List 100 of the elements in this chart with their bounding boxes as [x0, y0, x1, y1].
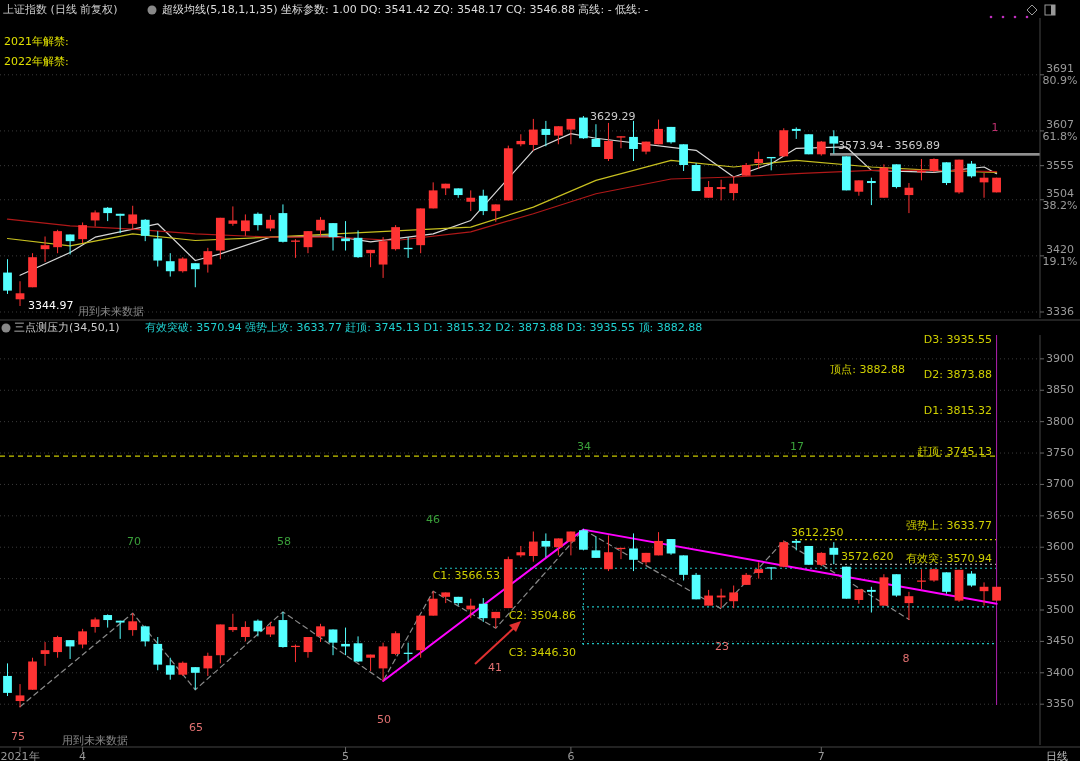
- candlestick: [579, 115, 588, 140]
- chart-title: 上证指数 (日线 前复权): [3, 3, 118, 16]
- candlestick: [316, 216, 325, 237]
- candlestick: [78, 221, 87, 244]
- line-series: [19, 132, 998, 276]
- candlestick: [153, 230, 163, 268]
- annotation: 强势上: 3633.77: [906, 519, 992, 532]
- candlestick: [716, 179, 726, 201]
- annotation: 70: [127, 535, 141, 548]
- candlestick: [40, 641, 50, 667]
- candlestick: [291, 238, 300, 259]
- y-tick-label: 3691 80.9%: [1042, 61, 1078, 87]
- candlestick: [867, 177, 876, 206]
- candlestick: [566, 118, 576, 145]
- y-tick-label: 3450: [1046, 634, 1074, 648]
- ref-line-label: 3572.620: [841, 550, 894, 564]
- candlestick: [241, 620, 250, 642]
- candlestick: [591, 536, 601, 559]
- candlestick: [378, 642, 388, 682]
- annotation: 3629.29: [590, 110, 636, 123]
- candlestick: [303, 230, 313, 254]
- candlestick: [604, 534, 613, 572]
- ref-line-label: C3: 3446.30: [508, 645, 576, 659]
- annotation: 46: [426, 513, 440, 526]
- candlestick: [391, 630, 400, 656]
- annotation: 2022年解禁:: [4, 55, 69, 68]
- candlestick: [604, 122, 613, 162]
- candlestick: [654, 119, 663, 145]
- candlestick: [867, 586, 876, 614]
- chart-subtitle: 有效突破: 3570.94 强势上攻: 3633.77 赶顶: 3745.13 D1: 3815.32 D2: 3873.88 D3: 3935.55 顶: 3882.88: [145, 321, 703, 334]
- candlestick: [629, 120, 638, 162]
- candlestick: [729, 175, 739, 201]
- annotation: 58: [277, 535, 291, 548]
- y-tick-label: 3336: [1046, 304, 1074, 318]
- x-tick-label: 5: [342, 750, 350, 761]
- candlestick: [165, 252, 175, 278]
- candlestick: [190, 262, 200, 288]
- candlestick: [203, 652, 213, 677]
- candlestick: [554, 125, 563, 145]
- x-tick-label: 7: [817, 750, 825, 761]
- line-series: [6, 159, 998, 247]
- y-tick-label: 3500: [1046, 603, 1074, 617]
- candlestick: [228, 205, 238, 227]
- annotation: 赶顶: 3745.13: [917, 445, 992, 458]
- candlestick: [3, 258, 12, 295]
- candlestick: [541, 120, 551, 147]
- y-tick-label: 3350: [1046, 697, 1074, 711]
- y-tick-label: 3750: [1046, 446, 1074, 460]
- candlestick: [591, 123, 601, 148]
- candlestick: [904, 591, 914, 621]
- x-tick-label: 6: [567, 750, 575, 761]
- candlestick: [15, 280, 25, 307]
- annotation: 34: [577, 440, 591, 453]
- candlestick: [679, 554, 688, 581]
- candlestick: [203, 247, 213, 274]
- annotation: 50: [377, 713, 391, 726]
- y-tick-label: 3607 61.8%: [1042, 117, 1078, 143]
- candlestick: [15, 683, 25, 708]
- chart-title: 三点测压力(34,50,1): [14, 321, 120, 334]
- candlestick: [679, 143, 688, 172]
- y-tick-label: 3700: [1046, 477, 1074, 491]
- candlestick: [303, 636, 313, 659]
- candlestick: [153, 636, 163, 671]
- candlestick: [128, 612, 138, 637]
- candlestick: [428, 181, 438, 209]
- candlestick: [616, 135, 626, 149]
- candlestick: [391, 224, 400, 252]
- y-tick-label: 3650: [1046, 508, 1074, 522]
- ref-line-label: 3612.250: [791, 525, 844, 539]
- annotation: 用到未来数据: [78, 305, 144, 318]
- y-tick-label: 3400: [1046, 665, 1074, 679]
- candlestick: [65, 233, 75, 256]
- annotation: 1: [991, 121, 999, 134]
- candlestick: [428, 590, 438, 617]
- candlestick: [3, 662, 12, 697]
- candlestick: [228, 613, 238, 633]
- candlestick: [466, 189, 476, 212]
- band-label: 3573.94 - 3569.89: [838, 139, 940, 153]
- candlestick: [378, 236, 388, 279]
- candlestick: [53, 635, 62, 659]
- candlestick: [40, 235, 50, 263]
- candlestick: [328, 628, 338, 656]
- candlestick: [241, 213, 250, 237]
- annotation: 3344.97: [28, 299, 74, 312]
- annotation: 有效突: 3570.94: [906, 552, 992, 565]
- line-series: [6, 169, 998, 242]
- y-tick-label: 3555: [1046, 158, 1074, 172]
- annotation: 23: [715, 640, 729, 653]
- candlestick: [729, 585, 739, 609]
- candlestick: [353, 635, 363, 663]
- candlestick: [478, 597, 488, 623]
- candlestick: [190, 666, 200, 691]
- candlestick: [942, 571, 951, 595]
- annotation: 顶点: 3882.88: [830, 363, 905, 376]
- annotation: D3: 3935.55: [923, 333, 992, 346]
- candlestick: [892, 573, 901, 598]
- candlestick: [829, 129, 839, 155]
- annotation: 2021年解禁:: [4, 35, 69, 48]
- annotation: 用到未来数据: [62, 734, 128, 747]
- candlestick: [90, 617, 100, 634]
